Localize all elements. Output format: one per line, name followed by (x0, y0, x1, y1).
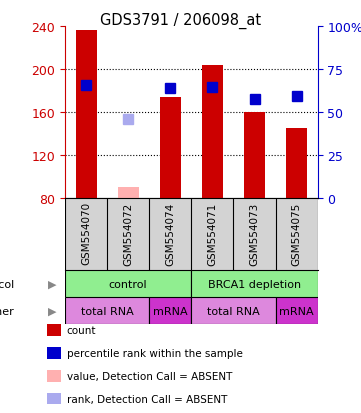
Text: GDS3791 / 206098_at: GDS3791 / 206098_at (100, 12, 261, 28)
Text: GSM554073: GSM554073 (249, 202, 260, 265)
Text: mRNA: mRNA (153, 306, 188, 316)
Text: GSM554070: GSM554070 (81, 202, 91, 265)
Text: count: count (67, 325, 96, 335)
Text: rank, Detection Call = ABSENT: rank, Detection Call = ABSENT (67, 394, 227, 404)
Bar (65, 297, 149, 324)
Bar (286, 128, 307, 198)
Text: other: other (0, 306, 14, 316)
Text: total RNA: total RNA (207, 306, 260, 316)
Bar (244, 113, 265, 198)
Text: GSM554074: GSM554074 (165, 202, 175, 265)
Text: GSM554072: GSM554072 (123, 202, 133, 265)
Bar (75, 31, 96, 198)
Bar (191, 271, 318, 297)
Bar (160, 97, 181, 198)
Text: total RNA: total RNA (81, 306, 134, 316)
Text: ▶: ▶ (48, 279, 57, 289)
Bar (191, 297, 275, 324)
Text: percentile rank within the sample: percentile rank within the sample (67, 348, 243, 358)
Text: GSM554071: GSM554071 (207, 202, 217, 265)
Bar (202, 65, 223, 198)
Text: value, Detection Call = ABSENT: value, Detection Call = ABSENT (67, 371, 232, 381)
Bar (65, 271, 191, 297)
Bar (149, 297, 191, 324)
Text: protocol: protocol (0, 279, 14, 289)
Text: GSM554075: GSM554075 (292, 202, 302, 265)
Bar (118, 188, 139, 198)
Text: BRCA1 depletion: BRCA1 depletion (208, 279, 301, 289)
Text: control: control (109, 279, 147, 289)
Text: ▶: ▶ (48, 306, 57, 316)
Bar (275, 297, 318, 324)
Text: mRNA: mRNA (279, 306, 314, 316)
